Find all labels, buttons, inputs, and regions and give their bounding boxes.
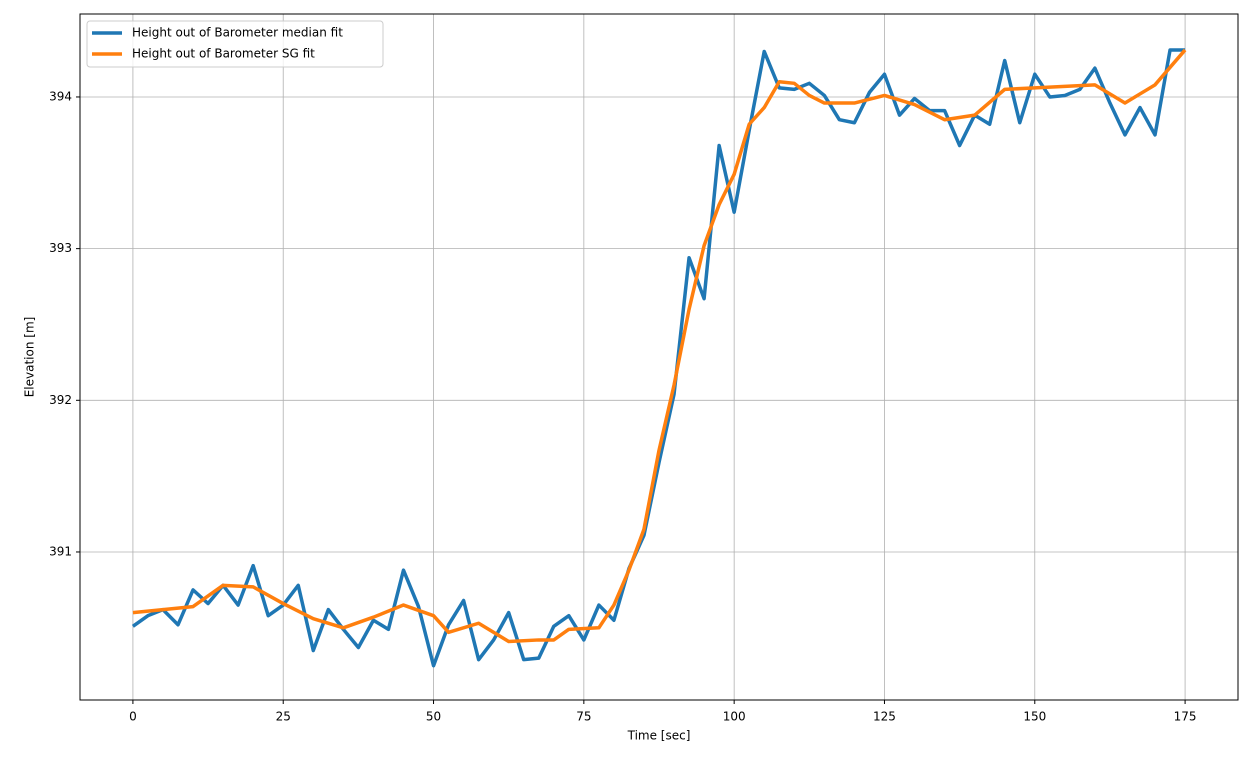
x-tick-label: 150: [1023, 710, 1046, 724]
x-axis-label: Time [sec]: [627, 729, 691, 743]
x-tick-label: 100: [723, 710, 746, 724]
x-tick-label: 25: [276, 710, 291, 724]
x-tick-label: 125: [873, 710, 896, 724]
y-tick-label: 393: [49, 241, 72, 255]
legend-label: Height out of Barometer median fit: [132, 26, 343, 40]
x-tick-label: 50: [426, 710, 441, 724]
legend-label: Height out of Barometer SG fit: [132, 47, 315, 61]
legend-box: [86, 20, 384, 68]
y-tick-label: 392: [49, 393, 72, 407]
data-line: [131, 48, 1186, 668]
plot-frame: [79, 13, 1239, 701]
y-axis-label: Elevation [m]: [23, 317, 37, 398]
y-tick-label: 391: [49, 544, 72, 558]
x-tick-label: 175: [1174, 710, 1197, 724]
data-line: [132, 48, 1187, 644]
x-tick-label: 75: [576, 710, 591, 724]
y-tick-label: 394: [49, 89, 72, 103]
x-tick-label: 0: [129, 710, 137, 724]
